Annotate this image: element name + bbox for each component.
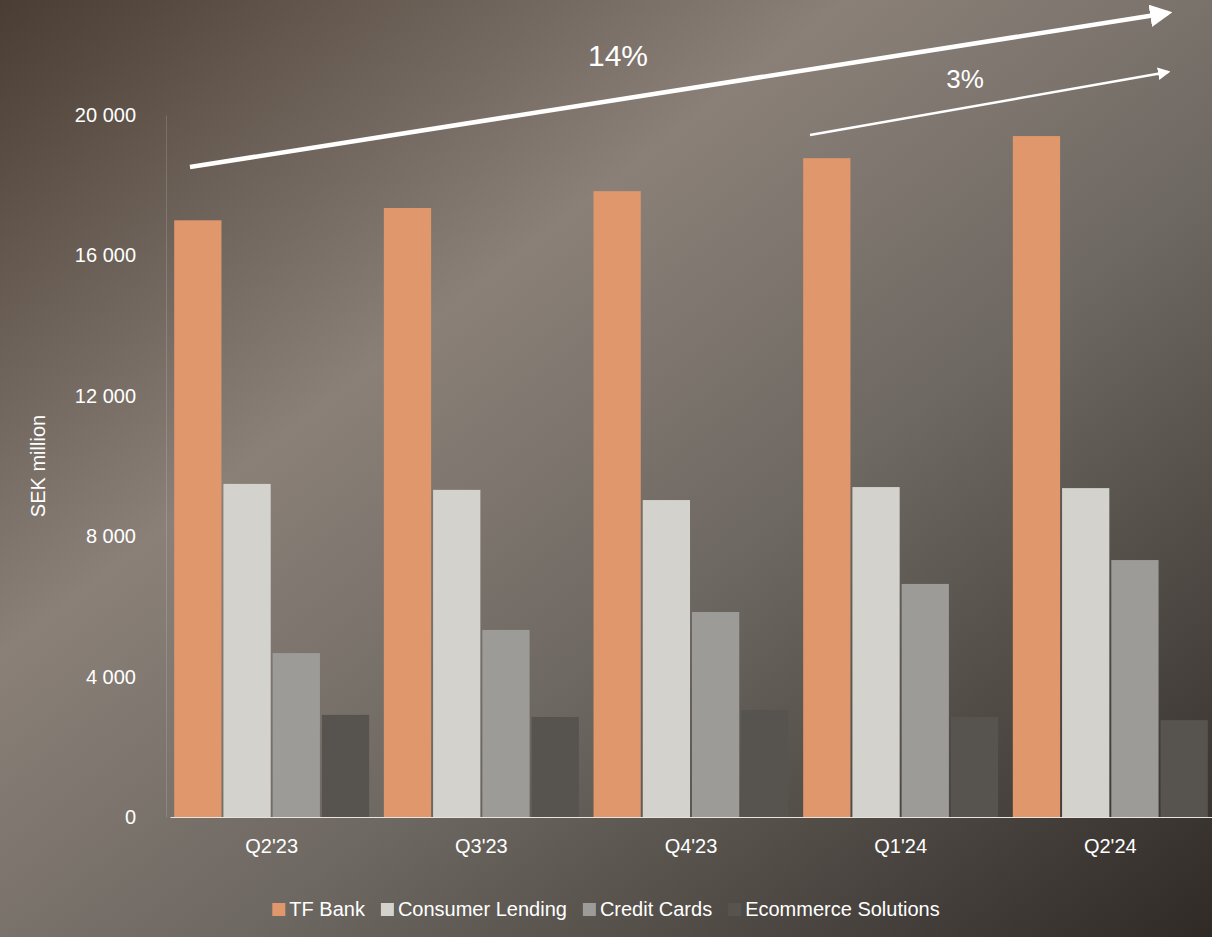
x-axis-line xyxy=(171,817,1212,818)
bar xyxy=(803,158,850,817)
y-tick: 20 000 xyxy=(75,104,166,126)
y-tick: 16 000 xyxy=(75,244,166,266)
x-tick: Q4'23 xyxy=(665,817,718,857)
y-tick-label: 12 000 xyxy=(75,385,136,407)
bar xyxy=(223,484,270,817)
legend-item: Ecommerce Solutions xyxy=(728,898,940,920)
x-tick: Q2'23 xyxy=(245,817,298,857)
legend-item: TF Bank xyxy=(272,898,366,920)
bar-series xyxy=(174,136,1060,817)
bar xyxy=(384,208,431,817)
chart: 0 4 000 8 000 12 000 16 000 20 000 SEK million… xyxy=(0,0,1212,937)
legend-label: Credit Cards xyxy=(600,898,712,920)
y-tick: 0 xyxy=(125,806,166,828)
background xyxy=(0,0,1212,937)
y-axis: 0 4 000 8 000 12 000 16 000 20 000 xyxy=(75,104,167,828)
bar-series xyxy=(223,484,1109,817)
y-tick-label: 16 000 xyxy=(75,244,136,266)
x-tick-label: Q2'23 xyxy=(245,835,298,857)
x-tick-label: Q3'23 xyxy=(455,835,508,857)
bars xyxy=(174,136,1208,817)
y-tick-label: 0 xyxy=(125,806,136,828)
legend-label: TF Bank xyxy=(289,898,366,920)
x-tick-label: Q2'24 xyxy=(1084,835,1137,857)
bar xyxy=(273,653,320,817)
bar-series xyxy=(273,560,1159,817)
legend-swatch xyxy=(381,903,394,916)
annotation-text: 3% xyxy=(946,64,984,94)
bar xyxy=(692,612,739,817)
y-tick: 4 000 xyxy=(86,666,166,688)
bar xyxy=(594,191,641,817)
bar xyxy=(532,717,579,817)
legend: TF Bank Consumer Lending Credit Cards Ecomm… xyxy=(272,898,939,920)
bar xyxy=(852,487,899,817)
bar xyxy=(174,220,221,817)
x-tick: Q3'23 xyxy=(455,817,508,857)
legend-swatch xyxy=(728,903,741,916)
annotation-arrow xyxy=(810,72,1168,135)
bar xyxy=(1161,720,1208,817)
bar xyxy=(741,710,788,817)
bar-series xyxy=(322,710,1208,817)
x-tick-label: Q4'23 xyxy=(665,835,718,857)
bar xyxy=(1062,488,1109,817)
legend-swatch xyxy=(272,903,285,916)
bar xyxy=(643,500,690,817)
x-tick: Q2'24 xyxy=(1084,817,1137,857)
bar xyxy=(1111,560,1158,817)
bar xyxy=(482,630,529,817)
y-axis-line xyxy=(166,116,167,818)
x-tick-label: Q1'24 xyxy=(874,835,927,857)
x-axis: Q2'23 Q3'23 Q4'23 Q1'24 Q2'24 xyxy=(171,817,1212,857)
legend-item: Credit Cards xyxy=(583,898,712,920)
annotations: 14% 3% xyxy=(190,13,1168,167)
y-axis-title: SEK million xyxy=(27,415,49,517)
annotation-text: 14% xyxy=(588,39,648,72)
annotation-arrow xyxy=(190,13,1168,167)
bar xyxy=(951,717,998,817)
y-tick-label: 20 000 xyxy=(75,104,136,126)
bar xyxy=(902,584,949,817)
legend-label: Consumer Lending xyxy=(398,898,567,920)
x-tick: Q1'24 xyxy=(874,817,927,857)
bar xyxy=(1013,136,1060,817)
y-tick: 8 000 xyxy=(86,525,166,547)
bar xyxy=(433,490,480,817)
legend-swatch xyxy=(583,903,596,916)
y-tick-label: 8 000 xyxy=(86,525,136,547)
legend-item: Consumer Lending xyxy=(381,898,567,920)
y-tick: 12 000 xyxy=(75,385,166,407)
y-tick-label: 4 000 xyxy=(86,666,136,688)
legend-label: Ecommerce Solutions xyxy=(745,898,940,920)
bar xyxy=(322,715,369,817)
